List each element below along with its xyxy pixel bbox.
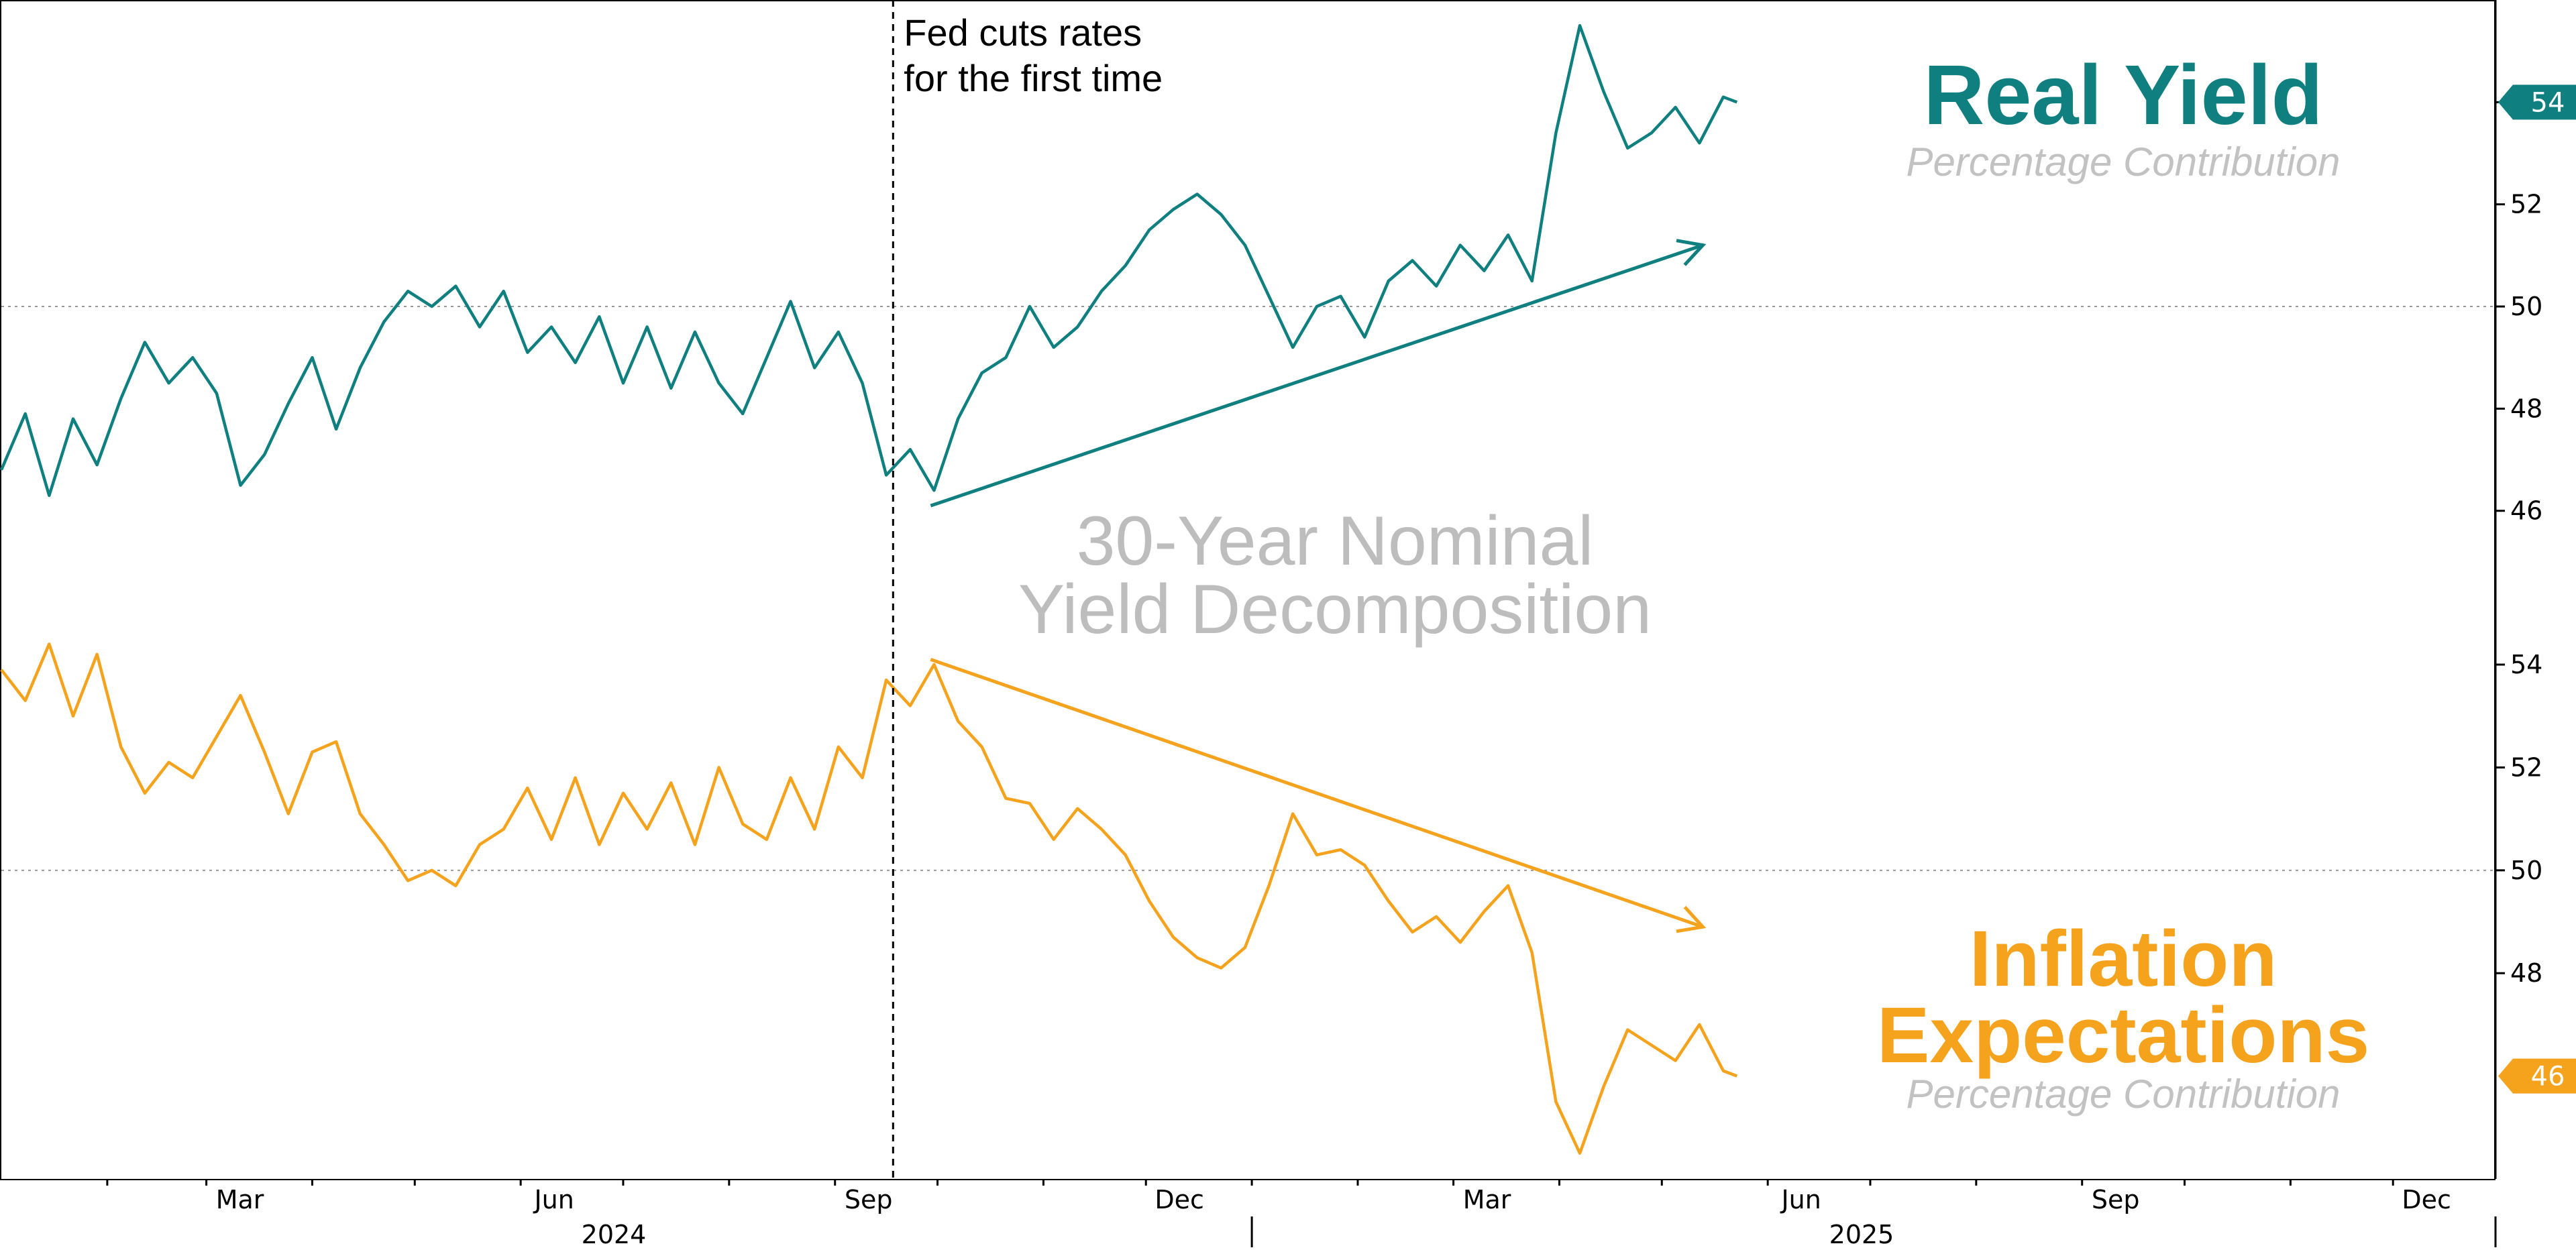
y-tick-label-0-48: 48 [2510, 394, 2542, 423]
x-tick-label-2: Sep [845, 1185, 893, 1214]
y-tick-label-1-48: 48 [2510, 958, 2542, 988]
fed-cut-annotation: Fed cuts rates for the first time [904, 11, 1163, 99]
y-tick-label-1-54: 54 [2510, 650, 2542, 679]
series-line-1 [0, 642, 1738, 1155]
inflation-expectations-title: Inflation Expectations [1877, 915, 2369, 1080]
inflation-expectations-subtitle: Percentage Contribution [1906, 1072, 2340, 1117]
y-tick-label-0-46: 46 [2510, 496, 2542, 526]
trend-arrow-head-1 [1676, 905, 1707, 933]
x-tick-label-4: Mar [1463, 1185, 1511, 1214]
series-lines [0, 23, 1738, 1155]
y-tick-label-0-50: 50 [2510, 292, 2542, 321]
chart-title: 30-Year Nominal Yield Decomposition [1018, 502, 1652, 648]
series-line-0 [0, 23, 1738, 498]
trend-arrow-head-0 [1676, 239, 1707, 266]
trend-arrows [930, 239, 1707, 933]
trend-arrow-line-1 [930, 658, 1704, 929]
last-value-badge-0 [2498, 84, 2576, 120]
x-tick-label-0: Mar [216, 1185, 264, 1214]
x-tick-label-5: Jun [1780, 1185, 1821, 1214]
x-tick-label-7: Dec [2402, 1185, 2451, 1214]
real-yield-subtitle: Percentage Contribution [1906, 139, 2340, 184]
year-label-2024: 2024 [582, 1220, 647, 1249]
x-tick-label-1: Jun [533, 1185, 574, 1214]
x-axis: Mar Jun Sep Dec Mar Jun Sep Dec 2024 2025 [106, 1179, 2497, 1249]
trend-arrow-line-0 [930, 243, 1704, 508]
last-value-badges: 54 46 [2498, 84, 2576, 1094]
y-axes: 464850525448505254 [2494, 0, 2542, 1179]
last-value-label-1: 46 [2531, 1062, 2565, 1092]
y-tick-label-1-50: 50 [2510, 856, 2542, 885]
real-yield-title: Real Yield [1923, 48, 2322, 142]
y-tick-label-0-52: 52 [2510, 190, 2542, 219]
y-tick-label-1-52: 52 [2510, 752, 2542, 782]
year-label-2025: 2025 [1829, 1220, 1894, 1249]
x-tick-label-3: Dec [1155, 1185, 1204, 1214]
x-tick-label-6: Sep [2092, 1185, 2140, 1214]
last-value-label-0: 54 [2531, 87, 2565, 118]
last-value-badge-1 [2498, 1058, 2576, 1094]
